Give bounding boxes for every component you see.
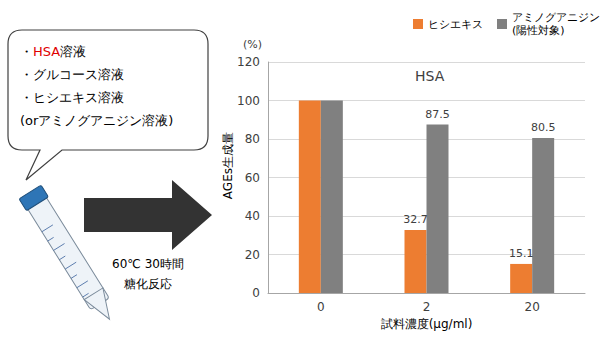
- svg-text:試料濃度(μg/ml): 試料濃度(μg/ml): [381, 317, 473, 331]
- svg-text:15.1: 15.1: [509, 247, 534, 260]
- svg-text:(%): (%): [243, 38, 262, 51]
- svg-text:アミノグアニジン: アミノグアニジン: [512, 11, 600, 24]
- svg-text:HSA: HSA: [415, 68, 445, 84]
- svg-text:・グルコース溶液: ・グルコース溶液: [20, 67, 124, 82]
- svg-text:2: 2: [423, 300, 431, 314]
- svg-text:20: 20: [245, 248, 260, 262]
- svg-text:(陽性対象): (陽性対象): [512, 24, 565, 37]
- svg-text:・ヒシエキス溶液: ・ヒシエキス溶液: [20, 90, 124, 105]
- svg-text:0: 0: [252, 286, 260, 300]
- svg-text:AGEs生成量: AGEs生成量: [221, 132, 235, 199]
- svg-text:60℃ 30時間: 60℃ 30時間: [112, 257, 184, 271]
- svg-text:0: 0: [317, 300, 325, 314]
- svg-text:糖化反応: 糖化反応: [124, 277, 172, 291]
- svg-text:40: 40: [245, 209, 260, 223]
- svg-text:20: 20: [525, 300, 540, 314]
- svg-text:87.5: 87.5: [425, 108, 450, 121]
- svg-text:120: 120: [237, 55, 260, 69]
- svg-text:ヒシエキス: ヒシエキス: [428, 18, 483, 31]
- svg-text:・HSA溶液: ・HSA溶液: [20, 44, 86, 59]
- svg-text:(orアミノグアニジン溶液): (orアミノグアニジン溶液): [20, 113, 173, 128]
- svg-text:100: 100: [237, 94, 260, 108]
- svg-text:60: 60: [245, 171, 260, 185]
- svg-text:32.7: 32.7: [403, 213, 428, 226]
- svg-text:80.5: 80.5: [531, 121, 556, 134]
- svg-text:80: 80: [245, 132, 260, 146]
